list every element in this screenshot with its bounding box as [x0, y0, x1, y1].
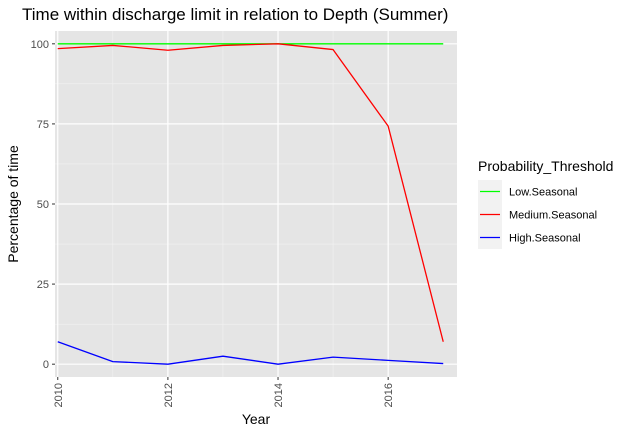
y-tick-label: 100: [31, 39, 49, 51]
y-tick-label: 50: [37, 199, 49, 211]
legend-label: High.Seasonal: [509, 233, 581, 245]
y-tick-label: 0: [43, 359, 49, 371]
series-line-medium-seasonal: [57, 43, 444, 342]
y-tick-label: 25: [37, 279, 49, 291]
legend: Probability_Threshold Low.Seasonal Medium…: [478, 158, 613, 249]
chart-title: Time within discharge limit in relation …: [22, 5, 449, 24]
series-line-high-seasonal: [57, 341, 444, 365]
legend-label: Low.Seasonal: [509, 187, 578, 199]
y-tick-label: 75: [37, 119, 49, 131]
series-lines: [57, 43, 444, 365]
x-tick-label: 2016: [383, 383, 395, 407]
y-axis-title: Percentage of time: [5, 145, 21, 263]
legend-label: Medium.Seasonal: [509, 210, 597, 222]
axes: 0 25 50 75 100 2010 2012 2014 2016: [31, 39, 396, 408]
x-tick-label: 2014: [273, 383, 285, 407]
x-tick-label: 2012: [163, 383, 175, 407]
x-tick-label: 2010: [53, 383, 65, 407]
legend-title: Probability_Threshold: [478, 158, 613, 174]
x-axis-title: Year: [242, 411, 271, 427]
